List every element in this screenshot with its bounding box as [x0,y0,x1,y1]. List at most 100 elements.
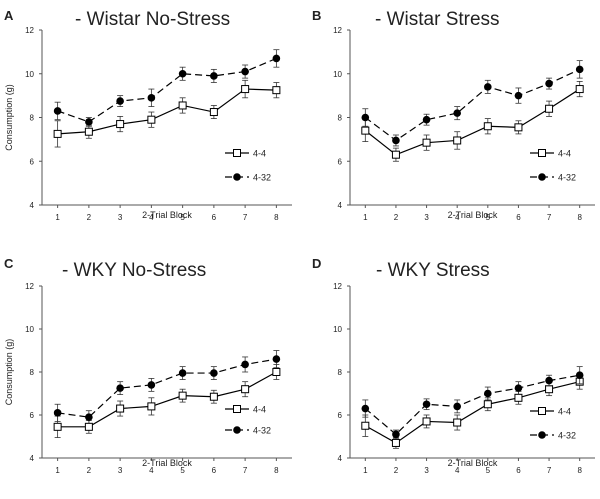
data-point [391,438,400,447]
data-point [84,422,93,431]
series-line [365,381,580,444]
legend-marker [233,405,241,413]
data-point [116,120,125,129]
x-tick-label: 5 [180,466,185,475]
legend-label: 4-4 [558,407,571,417]
data-point [241,67,249,76]
x-tick-label: 2 [394,466,399,475]
data-point [484,389,492,398]
data-point [422,417,431,426]
legend-entry-4-4: 4-4 [225,149,266,159]
legend-entry-4-4: 4-4 [225,405,266,415]
legend-label: 4-32 [558,173,576,183]
series-4-32 [53,49,281,127]
data-point [392,430,400,439]
y-tick-label: 4 [338,201,343,210]
data-point [53,107,62,115]
data-point [514,393,523,402]
series-line [57,371,277,428]
y-tick-label: 8 [338,114,343,123]
panel-letter: A [4,8,14,23]
panel-title: - Wistar Stress [375,9,500,30]
x-tick-label: 7 [243,466,248,475]
x-tick-label: 7 [243,213,248,222]
x-tick-label: 6 [212,466,217,475]
x-axis-label: 2-Trial Block [448,210,498,220]
legend-marker [233,173,241,181]
x-tick-label: 8 [577,466,582,475]
x-tick-label: 2 [394,213,399,222]
data-point [116,384,124,392]
data-point [484,83,492,91]
x-tick-label: 4 [149,213,154,222]
x-axis-label: 2-Trial Block [448,458,498,468]
x-tick-label: 2 [87,213,92,222]
x-tick-label: 3 [118,466,123,475]
legend-marker [233,426,241,434]
legend-entry-4-4: 4-4 [530,149,571,159]
y-tick-label: 6 [338,157,343,166]
x-tick-label: 1 [55,466,60,475]
legend-marker [538,431,546,439]
x-tick-label: 3 [424,466,429,475]
x-tick-label: 5 [180,213,185,222]
y-tick-label: 10 [25,70,34,79]
x-tick-label: 6 [212,213,217,222]
legend-label: 4-32 [253,173,271,183]
y-tick-label: 8 [30,114,35,123]
legend-marker [538,149,546,157]
x-tick-label: 6 [516,466,521,475]
data-point [453,109,461,117]
series-line [364,68,580,142]
data-point [85,413,93,421]
data-point [545,79,553,88]
data-point [545,376,553,385]
data-point [210,72,218,80]
data-point [422,115,431,124]
legend-entry-4-32: 4-32 [530,431,576,441]
legend-entry-4-32: 4-32 [530,173,576,183]
y-tick-label: 4 [30,454,35,463]
data-point [209,392,218,401]
data-point [514,123,523,132]
series-4-32 [361,366,584,440]
y-tick-label: 6 [338,411,343,420]
y-tick-label: 10 [333,70,342,79]
panel-title: - WKY No-Stress [62,260,206,281]
legend-entry-4-32: 4-32 [225,426,271,436]
legend-marker [233,149,241,157]
data-point [575,85,584,94]
legend-label: 4-4 [253,405,266,415]
data-point [85,118,93,126]
data-point [422,138,431,147]
y-tick-label: 10 [25,325,34,334]
series-line [364,88,581,156]
data-point [453,402,461,411]
data-point [272,355,281,363]
data-point [147,402,156,411]
data-point [545,385,554,394]
x-tick-label: 3 [424,213,429,222]
x-tick-label: 7 [547,213,552,222]
data-point [483,400,492,409]
data-point [209,108,218,117]
data-point [178,69,187,78]
y-tick-label: 12 [333,282,342,291]
panel-title: - WKY Stress [376,260,490,281]
data-point [392,136,400,145]
legend-label: 4-32 [253,426,271,436]
data-point [116,404,125,413]
x-tick-label: 1 [363,213,368,222]
legend-entry-4-32: 4-32 [225,173,271,183]
x-tick-label: 6 [516,213,521,222]
data-point [241,385,250,394]
data-point [422,400,431,409]
legend-label: 4-4 [253,149,266,159]
x-tick-label: 4 [455,466,460,475]
y-tick-label: 12 [333,26,342,35]
x-tick-label: 8 [274,466,279,475]
data-point [116,97,124,105]
